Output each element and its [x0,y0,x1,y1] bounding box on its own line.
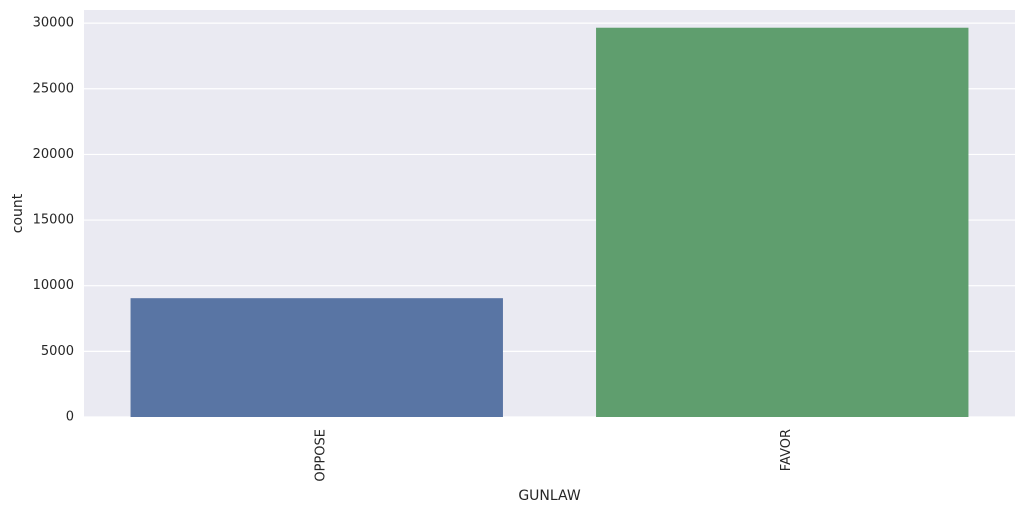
y-tick-label: 5000 [41,344,74,359]
x-axis-ticks: OPPOSE FAVOR [313,429,794,482]
bars [130,27,969,418]
y-tick-label: 20000 [33,147,74,162]
bar-favor [596,27,969,418]
y-axis-ticks: 0 5000 10000 15000 20000 25000 30000 [33,16,74,425]
y-tick-label: 25000 [33,81,74,96]
x-axis-label: GUNLAW [518,488,581,504]
y-tick-label: 0 [66,410,74,425]
y-tick-label: 30000 [33,16,74,31]
bar-oppose [130,298,503,417]
x-tick-label: FAVOR [779,429,794,471]
y-tick-label: 15000 [33,213,74,228]
x-tick-label: OPPOSE [313,429,328,482]
y-axis-label: count [10,193,26,233]
y-tick-label: 10000 [33,278,74,293]
